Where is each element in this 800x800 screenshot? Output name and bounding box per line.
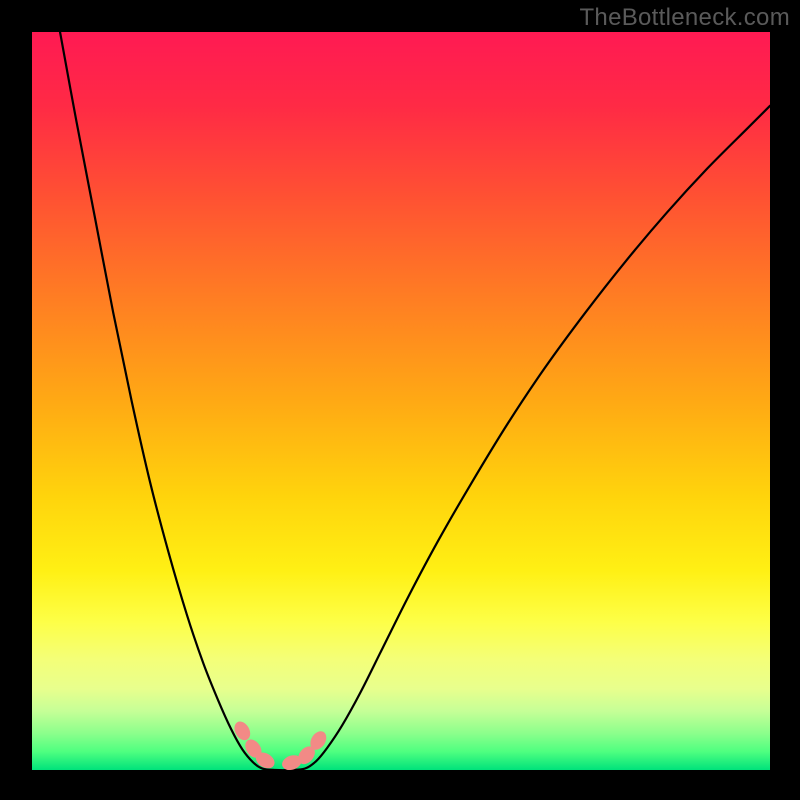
chart-background-gradient (32, 32, 770, 770)
watermark-text: TheBottleneck.com (579, 4, 790, 32)
chart-plot-area (32, 32, 770, 770)
